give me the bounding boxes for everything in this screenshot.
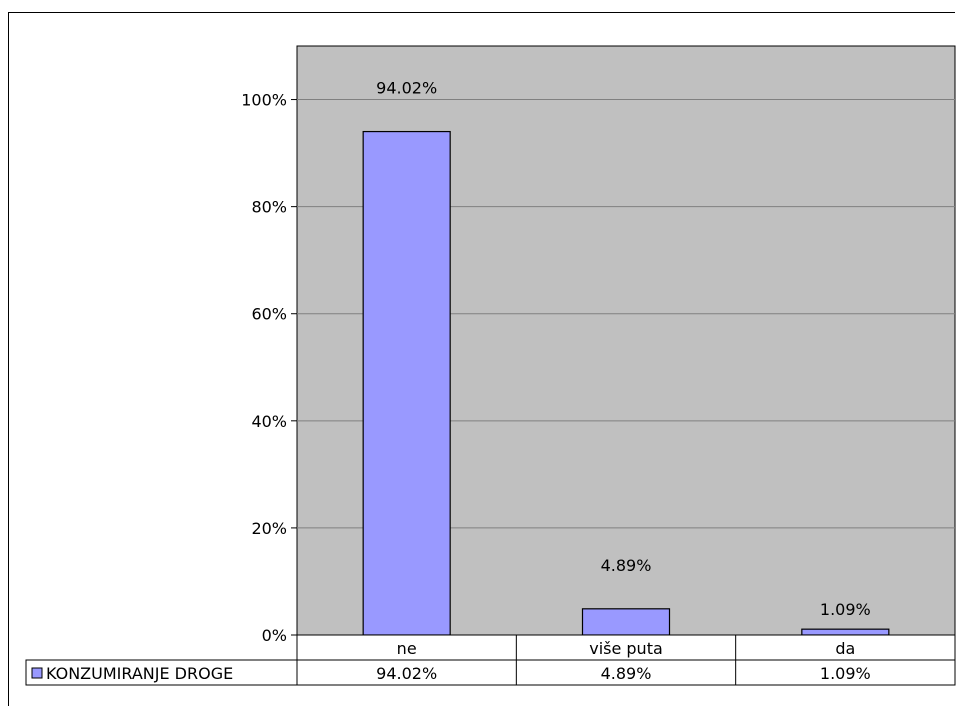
data-labels: 94.02% 4.89% 1.09%: [376, 79, 871, 620]
bars: [362, 130, 890, 636]
chart-frame: [8, 12, 955, 706]
y-tick-label: 60%: [251, 305, 287, 324]
category-label: da: [835, 639, 855, 658]
y-tick-label: 0%: [262, 626, 287, 645]
bar-data-label: 1.09%: [820, 600, 871, 619]
bar: [362, 130, 451, 636]
y-tick-label: 20%: [251, 519, 287, 538]
category-label: ne: [397, 639, 417, 658]
table-value: 1.09%: [820, 664, 871, 683]
y-tick-label: 80%: [251, 198, 287, 217]
bar-data-label: 4.89%: [601, 556, 652, 575]
table-value: 4.89%: [601, 664, 652, 683]
legend-key: [31, 667, 43, 679]
legend-series-name: KONZUMIRANJE DROGE: [46, 664, 233, 683]
y-axis-ticks: 0% 20% 40% 60% 80% 100%: [241, 91, 297, 645]
category-label: više puta: [589, 639, 663, 658]
data-table: ne 94.02% više puta 4.89% da 1.09% KONZUMIRANJ…: [25, 634, 956, 686]
y-tick-label: 100%: [241, 91, 287, 110]
bar: [581, 608, 671, 636]
values-row: [25, 659, 956, 686]
y-tick-label: 40%: [251, 412, 287, 431]
bar: [801, 628, 890, 636]
bar-data-label: 94.02%: [376, 79, 437, 98]
table-value: 94.02%: [376, 664, 437, 683]
